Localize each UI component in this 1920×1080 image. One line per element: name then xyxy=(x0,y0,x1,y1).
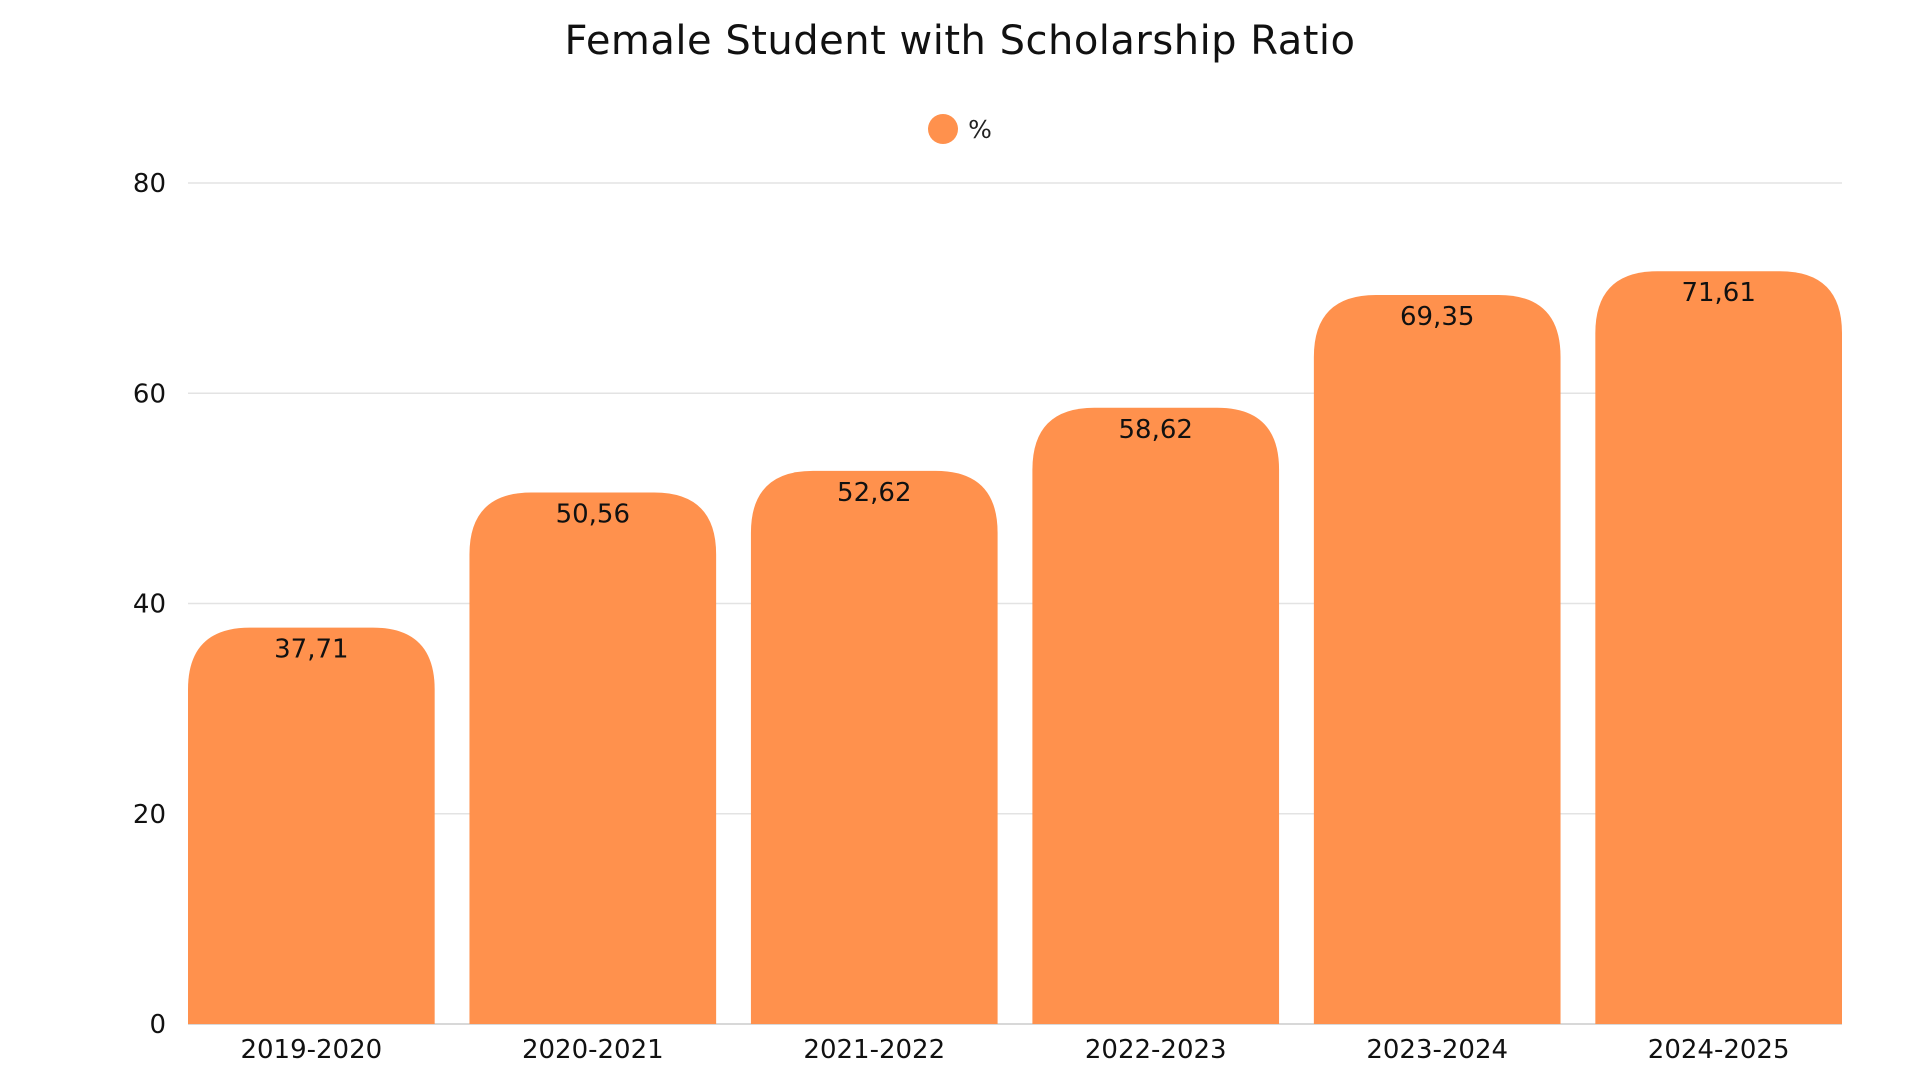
x-tick-label: 2022-2023 xyxy=(1085,1035,1227,1065)
bar-2020-2021 xyxy=(469,492,717,1024)
chart-title: Female Student with Scholarship Ratio xyxy=(564,18,1356,64)
y-tick-label: 60 xyxy=(133,379,166,409)
data-labels: 37,71 50,56 52,62 58,62 69,35 71,61 xyxy=(274,278,1756,664)
bar-2019-2020 xyxy=(188,627,435,1024)
x-tick-label: 2023-2024 xyxy=(1366,1035,1508,1065)
bar-2021-2022 xyxy=(750,470,998,1024)
y-tick-label: 40 xyxy=(133,590,166,620)
legend-swatch xyxy=(928,114,959,144)
data-label: 37,71 xyxy=(274,635,348,665)
data-label: 50,56 xyxy=(556,499,630,529)
bar-2022-2023 xyxy=(1032,407,1280,1024)
data-label: 58,62 xyxy=(1119,415,1193,445)
y-tick-label: 0 xyxy=(149,1010,166,1040)
x-tick-label: 2021-2022 xyxy=(803,1035,945,1065)
data-label: 69,35 xyxy=(1400,302,1474,332)
y-tick-label: 80 xyxy=(133,169,166,199)
grid-lines xyxy=(188,182,1842,1025)
bar-2023-2024 xyxy=(1313,294,1561,1024)
bars xyxy=(188,271,1842,1024)
y-tick-label: 20 xyxy=(133,800,166,830)
legend: % xyxy=(0,114,1920,144)
legend-label: % xyxy=(968,114,992,144)
data-label: 52,62 xyxy=(837,478,911,508)
x-axis-ticks: 2019-2020 2020-2021 2021-2022 2022-2023 2023… xyxy=(240,1035,1789,1065)
bar-2024-2025 xyxy=(1595,271,1842,1024)
data-label: 71,61 xyxy=(1681,278,1755,308)
y-axis-ticks: 0 20 40 60 80 xyxy=(133,169,166,1040)
x-tick-label: 2019-2020 xyxy=(240,1035,382,1065)
x-tick-label: 2024-2025 xyxy=(1648,1035,1790,1065)
x-tick-label: 2020-2021 xyxy=(522,1035,664,1065)
